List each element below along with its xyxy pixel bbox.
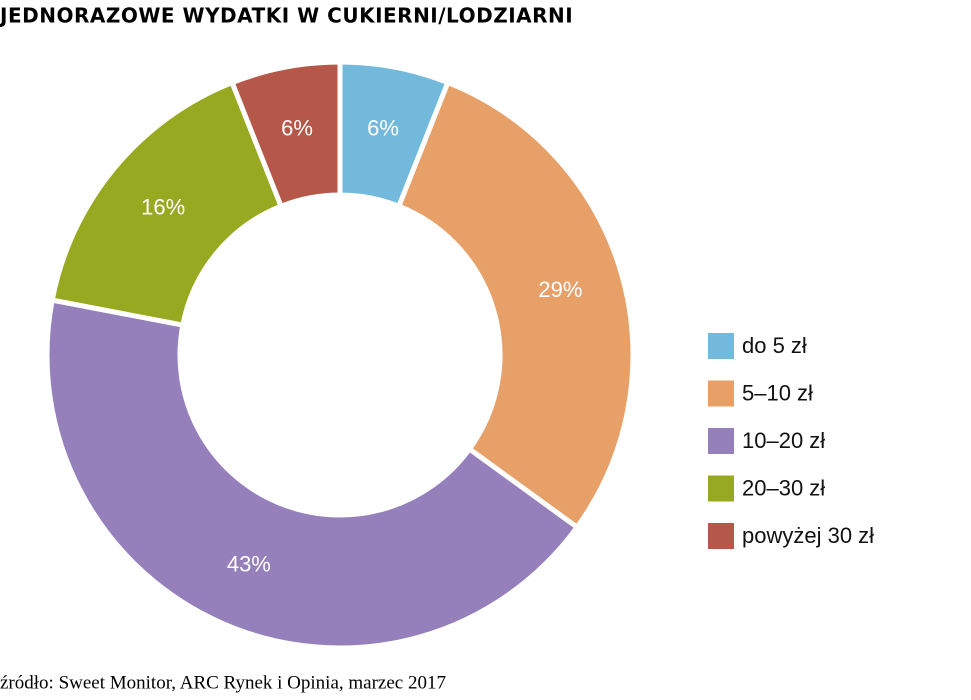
chart-title: JEDNORAZOWE WYDATKI W CUKIERNI/LODZIARNI — [0, 4, 573, 28]
source: źródło: Sweet Monitor, ARC Rynek i Opini… — [0, 672, 446, 693]
legend-label: do 5 zł — [742, 333, 807, 358]
legend-label: 5–10 zł — [742, 380, 813, 405]
slice — [44, 297, 581, 651]
legend-label: 20–30 zł — [742, 475, 825, 500]
slice — [49, 79, 285, 328]
value-label: 43% — [227, 551, 271, 576]
legend-swatch — [708, 428, 734, 454]
legend-label: 10–20 zł — [742, 428, 825, 453]
legend-swatch — [708, 475, 734, 502]
value-label: 29% — [538, 277, 582, 302]
value-label: 6% — [367, 115, 399, 140]
legend-label: powyżej 30 zł — [742, 523, 874, 548]
value-label: 6% — [281, 115, 313, 140]
legend-swatch — [708, 333, 734, 359]
slice — [395, 79, 636, 531]
value-label: 16% — [141, 195, 185, 220]
legend-swatch — [708, 380, 734, 407]
legend-swatch — [708, 523, 734, 549]
slice — [228, 59, 343, 210]
